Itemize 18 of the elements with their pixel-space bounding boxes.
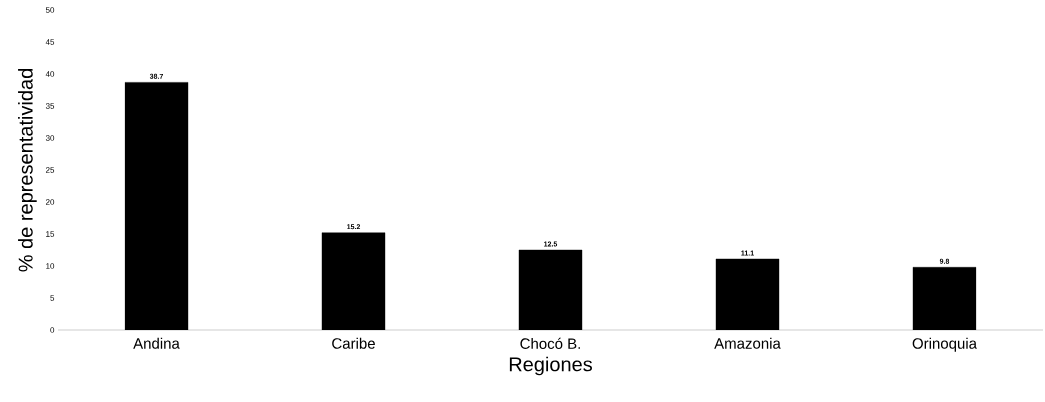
y-tick-label: 40 bbox=[45, 71, 55, 77]
x-tick-label: Amazonia bbox=[714, 337, 781, 349]
y-tick-label: 20 bbox=[45, 199, 55, 205]
x-axis-title: Regiones bbox=[509, 356, 592, 376]
y-tick-label: 50 bbox=[45, 7, 55, 13]
y-tick-label: 25 bbox=[45, 167, 55, 173]
y-axis-title: % de representatividad bbox=[18, 69, 37, 272]
y-tick-label: 45 bbox=[45, 39, 55, 45]
x-tick-label: Orinoquia bbox=[912, 337, 978, 352]
y-tick-label: 0 bbox=[50, 327, 55, 333]
x-tick-label: Chocó B. bbox=[520, 337, 580, 349]
y-tick-label: 10 bbox=[46, 263, 55, 269]
y-tick-label: 35 bbox=[45, 103, 55, 109]
y-tick-label: 15 bbox=[46, 231, 55, 237]
y-tick-label: 30 bbox=[45, 135, 55, 141]
y-tick-label: 5 bbox=[50, 295, 55, 301]
x-tick-label: Andina bbox=[133, 337, 180, 349]
x-tick-label: Caribe bbox=[332, 337, 375, 349]
